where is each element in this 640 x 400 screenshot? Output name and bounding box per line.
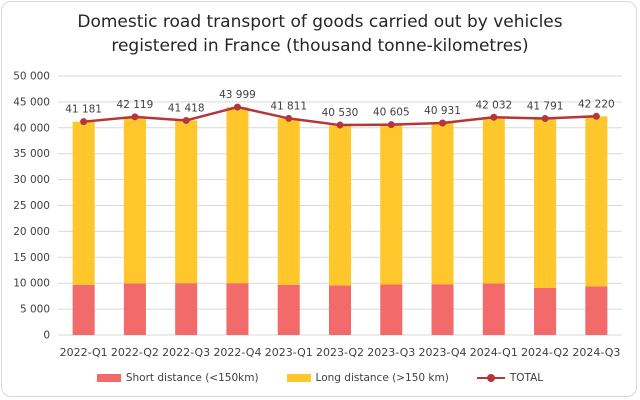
total-point — [182, 116, 190, 124]
total-point — [490, 113, 498, 121]
bar-long-distance — [72, 121, 95, 285]
legend-label-long-distance: Long distance (>150 km) — [315, 372, 449, 384]
data-label: 43 999 — [219, 89, 256, 101]
data-label: 42 220 — [578, 98, 615, 110]
bar-long-distance — [175, 120, 198, 284]
x-tick-label: 2024-Q3 — [572, 346, 620, 359]
y-tick-label: 15 000 — [13, 252, 50, 264]
x-tick-label: 2024-Q2 — [521, 346, 569, 359]
bar-short-distance — [277, 284, 300, 335]
total-point — [233, 103, 241, 111]
x-tick-label: 2023-Q1 — [265, 346, 313, 359]
bar-short-distance — [175, 283, 198, 335]
data-label: 40 530 — [322, 107, 359, 119]
bar-long-distance — [277, 118, 300, 285]
legend-item-long-distance: Long distance (>150 km) — [286, 372, 449, 384]
y-tick-label: 40 000 — [13, 122, 50, 134]
bar-long-distance — [585, 116, 608, 287]
bar-long-distance — [431, 122, 454, 285]
y-tick-label: 30 000 — [13, 174, 50, 186]
data-label: 42 032 — [475, 99, 512, 111]
bar-short-distance — [72, 284, 95, 335]
y-tick-label: 25 000 — [13, 200, 50, 212]
x-tick-label: 2022-Q2 — [111, 346, 159, 359]
bar-long-distance — [534, 118, 557, 288]
bar-short-distance — [482, 283, 505, 335]
legend-swatch-total — [476, 373, 505, 383]
bar-short-distance — [328, 285, 352, 335]
total-point — [541, 115, 549, 123]
legend-label-total: TOTAL — [509, 372, 544, 384]
y-tick-label: 20 000 — [13, 226, 50, 238]
bar-short-distance — [226, 283, 249, 335]
legend-label-short-distance: Short distance (<150km) — [125, 372, 259, 384]
x-tick-label: 2023-Q3 — [367, 346, 415, 359]
bar-short-distance — [431, 284, 454, 335]
total-point — [387, 121, 395, 129]
y-tick-label: 5 000 — [20, 304, 50, 316]
data-label: 41 418 — [168, 102, 205, 114]
data-label: 42 119 — [117, 99, 154, 111]
bar-short-distance — [585, 286, 608, 335]
x-tick-label: 2023-Q4 — [419, 346, 467, 359]
data-label: 40 605 — [373, 107, 410, 119]
data-label: 41 181 — [65, 104, 102, 116]
legend: Short distance (<150km) Long distance (>… — [0, 372, 640, 384]
total-point — [285, 114, 293, 122]
x-tick-label: 2022-Q1 — [60, 346, 108, 359]
y-tick-label: 45 000 — [13, 96, 50, 108]
total-point — [80, 118, 88, 126]
data-label: 41 791 — [527, 101, 564, 113]
y-tick-label: 0 — [43, 330, 50, 342]
legend-item-short-distance: Short distance (<150km) — [96, 372, 259, 384]
y-tick-label: 35 000 — [13, 148, 50, 160]
bar-long-distance — [380, 124, 403, 285]
y-tick-label: 10 000 — [13, 278, 50, 290]
x-tick-label: 2023-Q2 — [316, 346, 364, 359]
legend-swatch-short-distance — [96, 374, 121, 382]
legend-swatch-long-distance — [286, 374, 311, 382]
bar-long-distance — [482, 117, 505, 284]
total-point — [131, 113, 139, 121]
bar-long-distance — [226, 107, 249, 284]
data-label: 40 931 — [424, 105, 461, 117]
bar-short-distance — [380, 284, 403, 335]
x-tick-label: 2022-Q4 — [213, 346, 261, 359]
chart-title-line-2: registered in France (thousand tonne-kil… — [111, 36, 529, 56]
legend-item-total: TOTAL — [476, 372, 544, 384]
total-point — [439, 119, 447, 127]
bar-long-distance — [123, 116, 146, 284]
chart-title: Domestic road transport of goods carried… — [0, 10, 640, 58]
total-point — [336, 121, 344, 129]
chart-title-line-1: Domestic road transport of goods carried… — [77, 12, 563, 32]
bar-long-distance — [328, 125, 352, 286]
y-tick-label: 50 000 — [13, 71, 50, 83]
x-tick-label: 2024-Q1 — [470, 346, 518, 359]
x-tick-label: 2022-Q3 — [162, 346, 210, 359]
bar-short-distance — [534, 287, 557, 335]
total-point — [592, 112, 600, 120]
data-label: 41 811 — [270, 100, 307, 112]
bar-short-distance — [123, 283, 146, 335]
